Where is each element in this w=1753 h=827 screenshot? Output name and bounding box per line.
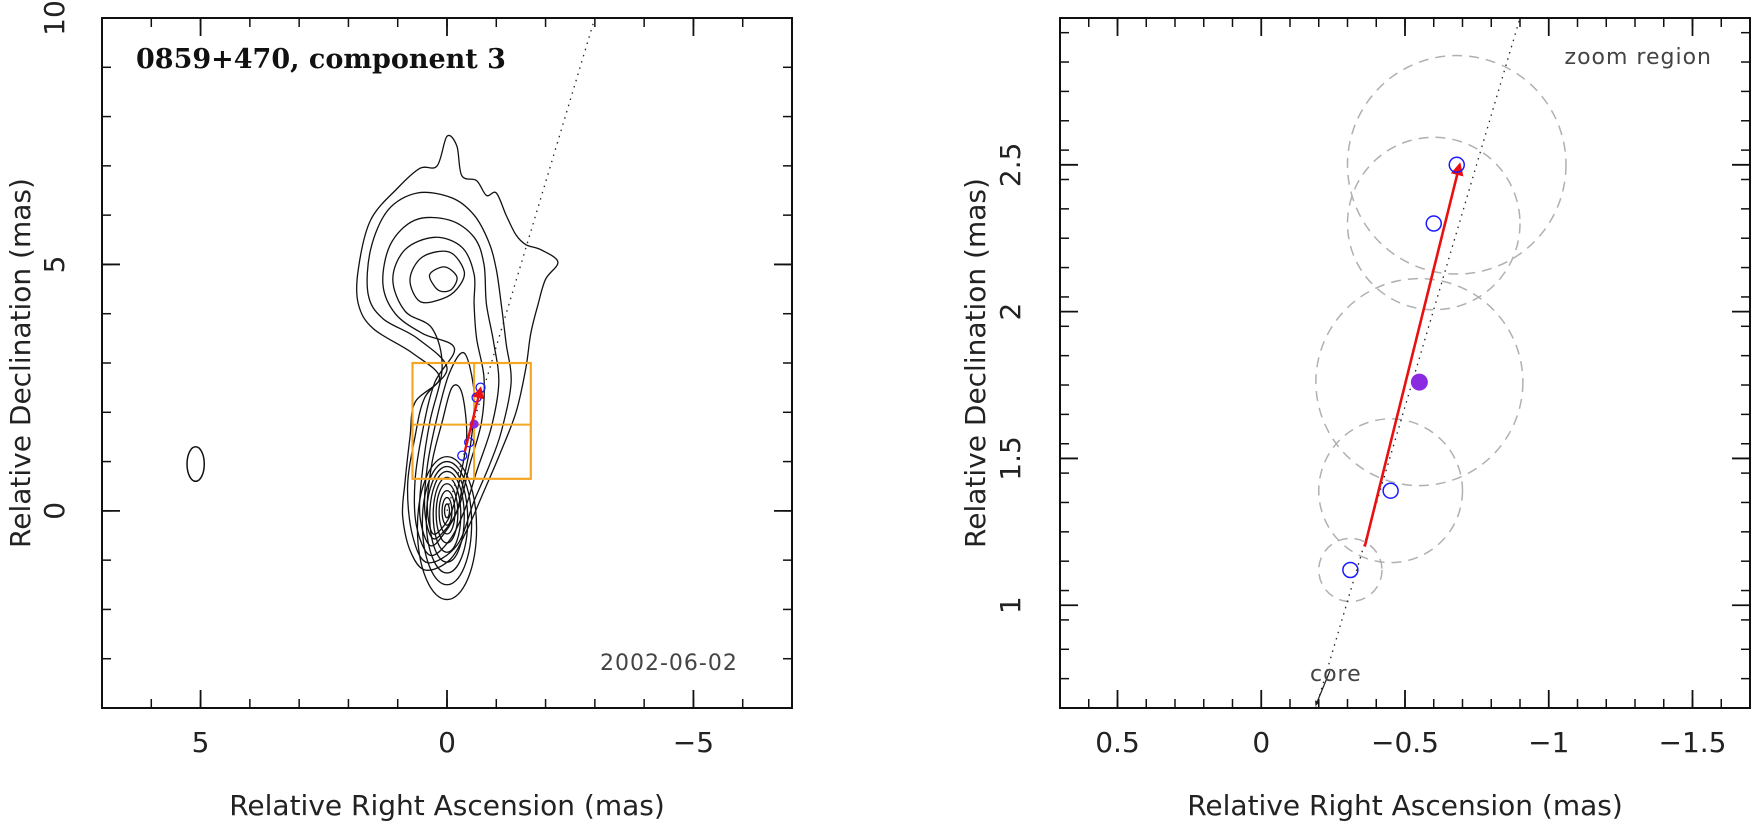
x-tick-label: 5 xyxy=(192,726,210,759)
core-label: core xyxy=(1310,662,1362,687)
right-plot-frame xyxy=(1059,17,1751,709)
zoom-region-box xyxy=(411,361,532,480)
y-tick-label: 1 xyxy=(994,596,1027,614)
position-marker xyxy=(457,450,468,461)
x-tick-label: 0 xyxy=(1252,726,1270,759)
x-tick-label: 0 xyxy=(438,726,456,759)
mean-error-circle xyxy=(1315,277,1524,487)
y-tick-label: 0 xyxy=(38,502,71,520)
contour-line xyxy=(428,266,458,293)
y-tick-label: 2 xyxy=(994,303,1027,321)
left-axis-ticks: 5 0 −5 0 5 10 xyxy=(38,0,792,759)
core-contour xyxy=(429,470,465,563)
right-plot-area xyxy=(1315,18,1567,708)
error-circle xyxy=(1346,54,1567,275)
contour-line xyxy=(409,250,466,304)
contour-line xyxy=(426,384,468,535)
left-plot-area xyxy=(186,18,596,601)
jet-axis-line xyxy=(1315,18,1521,708)
contour-line xyxy=(423,351,476,540)
y-tick-label: 1.5 xyxy=(994,436,1027,481)
right-chart-title: zoom region xyxy=(1565,45,1712,70)
core-contour xyxy=(435,483,459,544)
core-contour xyxy=(425,465,469,574)
y-tick-label: 5 xyxy=(38,256,71,274)
left-contour-panel: 5 0 −5 0 5 10 0859+470, component 3 2002-06-0… xyxy=(4,0,793,822)
left-y-axis-label: Relative Declination (mas) xyxy=(4,178,37,548)
error-circle xyxy=(1318,537,1383,603)
core-contour xyxy=(421,460,473,586)
right-x-axis-label: Relative Right Ascension (mas) xyxy=(1187,789,1623,822)
core-contour xyxy=(416,455,478,601)
beam-ellipse xyxy=(186,446,206,483)
contour-line xyxy=(382,216,500,557)
y-tick-label: 2.5 xyxy=(994,143,1027,188)
right-axis-ticks: 0.5 0 −0.5 −1 −1.5 1 1.5 2 2.5 xyxy=(994,18,1750,759)
core-contour xyxy=(438,489,456,535)
position-marker xyxy=(1448,156,1465,174)
mean-position-marker xyxy=(1410,373,1428,391)
right-zoom-panel: 0.5 0 −0.5 −1 −1.511.522.5 zoom region core … xyxy=(959,17,1751,822)
x-tick-label: −1.5 xyxy=(1659,726,1727,759)
contour-line xyxy=(392,236,485,547)
motion-vector-arrow xyxy=(463,386,485,453)
x-tick-label: −5 xyxy=(673,726,714,759)
x-tick-label: −1 xyxy=(1528,726,1569,759)
y-tick-label: 10 xyxy=(38,0,71,36)
left-x-axis-label: Relative Right Ascension (mas) xyxy=(229,789,665,822)
x-tick-label: −0.5 xyxy=(1371,726,1439,759)
error-circle xyxy=(1318,418,1464,564)
position-marker xyxy=(1382,482,1399,499)
core-contour xyxy=(443,503,451,519)
left-date-label: 2002-06-02 xyxy=(600,651,738,676)
core-contour xyxy=(432,476,462,553)
position-marker xyxy=(1425,215,1442,232)
position-marker xyxy=(1342,561,1359,579)
core-contour xyxy=(441,496,453,526)
x-tick-label: 0.5 xyxy=(1095,726,1140,759)
error-circle xyxy=(1346,136,1521,311)
motion-vector-arrow xyxy=(1363,162,1464,547)
left-chart-title: 0859+470, component 3 xyxy=(136,44,506,75)
right-y-axis-label: Relative Declination (mas) xyxy=(959,178,992,548)
